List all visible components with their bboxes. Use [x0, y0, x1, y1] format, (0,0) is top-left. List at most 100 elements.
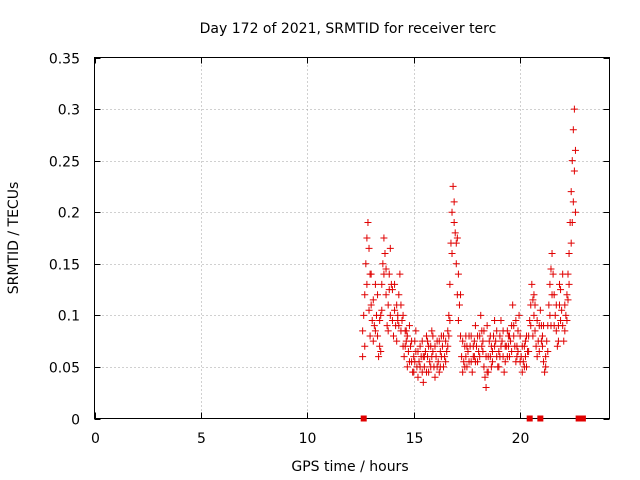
data-point — [459, 337, 467, 345]
data-point — [513, 353, 521, 361]
gap-marker — [579, 415, 586, 422]
data-point — [379, 260, 387, 268]
data-point — [465, 358, 473, 366]
data-point — [365, 306, 373, 314]
data-point — [471, 358, 479, 366]
data-point — [568, 219, 576, 227]
data-point — [386, 244, 394, 252]
data-point — [557, 286, 565, 294]
data-point — [492, 337, 500, 345]
data-point — [436, 363, 444, 371]
y-tick-labels: 0 0.05 0.1 0.15 0.2 0.25 0.3 0.35 — [49, 52, 80, 429]
data-point — [516, 358, 524, 366]
data-point — [455, 301, 463, 309]
data-point — [485, 337, 493, 345]
data-point — [491, 317, 499, 325]
data-point — [446, 317, 454, 325]
data-point — [404, 347, 412, 355]
data-point — [471, 322, 479, 330]
data-point — [359, 353, 367, 361]
data-point — [383, 322, 391, 330]
data-point — [570, 167, 578, 175]
data-point — [553, 342, 561, 350]
data-point — [446, 280, 454, 288]
data-point — [384, 301, 392, 309]
data-point — [531, 327, 539, 335]
data-point — [428, 353, 436, 361]
data-point — [444, 327, 452, 335]
data-point — [401, 342, 409, 350]
data-point — [452, 239, 460, 247]
data-point — [450, 219, 458, 227]
data-point — [411, 358, 419, 366]
data-point — [487, 342, 495, 350]
data-point — [386, 311, 394, 319]
data-point — [374, 291, 382, 299]
data-point — [360, 311, 368, 319]
data-point — [536, 306, 544, 314]
data-point — [529, 296, 537, 304]
data-point — [559, 322, 567, 330]
data-point — [523, 332, 531, 340]
x-tick-label: 15 — [406, 431, 424, 447]
data-point — [563, 291, 571, 299]
data-point — [376, 342, 384, 350]
data-point — [391, 280, 399, 288]
data-point — [567, 239, 575, 247]
data-point — [453, 234, 461, 242]
data-point — [410, 368, 418, 376]
gap-markers — [360, 415, 586, 422]
data-point — [528, 280, 536, 288]
data-point — [529, 332, 537, 340]
data-point — [399, 311, 407, 319]
data-point — [363, 280, 371, 288]
data-point — [426, 358, 434, 366]
data-point — [552, 301, 560, 309]
data-point — [559, 270, 567, 278]
data-point — [537, 337, 545, 345]
data-point — [364, 219, 372, 227]
data-point — [479, 337, 487, 345]
data-point — [381, 249, 389, 257]
data-point — [483, 322, 491, 330]
data-point — [377, 347, 385, 355]
data-point — [371, 280, 379, 288]
data-point — [533, 317, 541, 325]
data-point — [504, 332, 512, 340]
data-point — [496, 332, 504, 340]
data-point — [408, 337, 416, 345]
data-point — [435, 368, 443, 376]
data-point — [486, 332, 494, 340]
data-point — [451, 229, 459, 237]
data-point — [558, 306, 566, 314]
data-point — [477, 311, 485, 319]
gap-marker — [526, 415, 533, 422]
data-point — [443, 347, 451, 355]
data-point — [568, 157, 576, 165]
data-point — [412, 327, 420, 335]
data-point — [542, 363, 550, 371]
data-point — [525, 347, 533, 355]
data-point — [496, 353, 504, 361]
data-point — [484, 368, 492, 376]
data-point — [571, 208, 579, 216]
data-point — [400, 353, 408, 361]
data-point — [429, 347, 437, 355]
data-point — [445, 332, 453, 340]
data-point — [437, 353, 445, 361]
data-point — [549, 270, 557, 278]
x-tick-label: 5 — [197, 431, 206, 447]
data-point — [435, 337, 443, 345]
data-point — [530, 291, 538, 299]
data-point — [384, 327, 392, 335]
data-point — [431, 342, 439, 350]
x-tick-labels: 0 5 10 15 20 — [91, 431, 529, 447]
data-point — [487, 363, 495, 371]
data-point — [448, 249, 456, 257]
data-point — [569, 126, 577, 134]
data-point — [571, 146, 579, 154]
data-point — [493, 327, 501, 335]
data-point — [478, 342, 486, 350]
data-point — [498, 337, 506, 345]
data-point — [424, 337, 432, 345]
